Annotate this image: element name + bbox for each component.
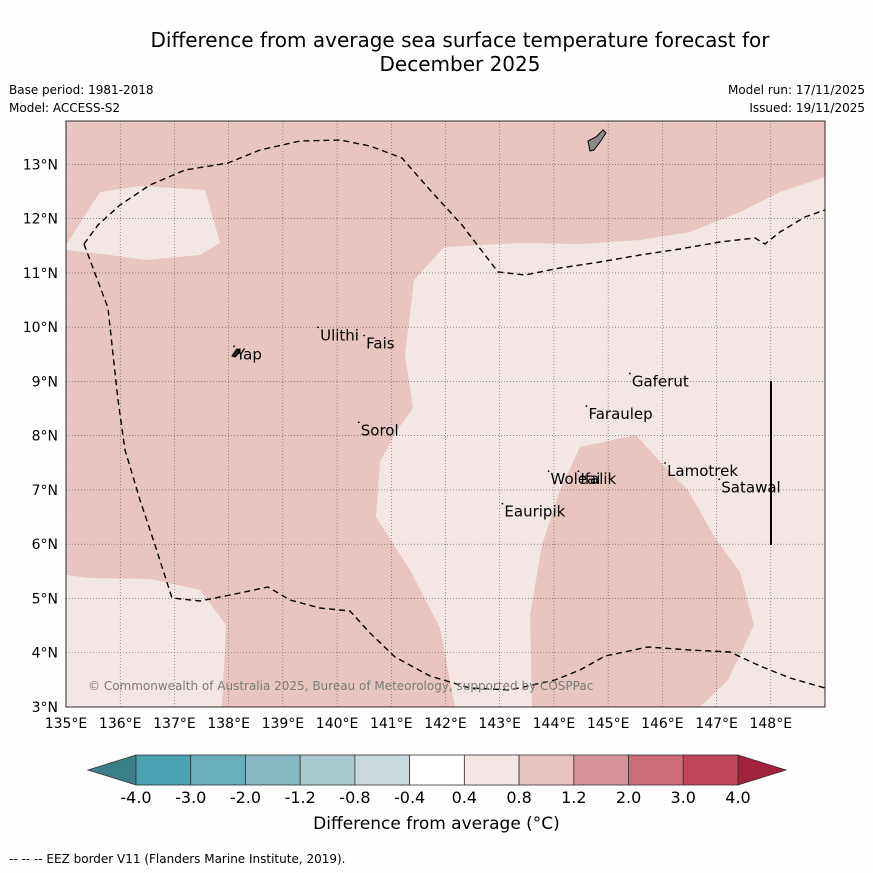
guam-land: [587, 129, 607, 152]
lat-tick-label: 6°N: [32, 537, 58, 553]
title-line-2: December 2025: [379, 52, 541, 76]
colorbar-tick-label: 0.4: [452, 788, 477, 807]
footnote: -- -- -- EEZ border V11 (Flanders Marine…: [9, 852, 346, 866]
island-marker: [233, 345, 235, 348]
island-marker: [357, 421, 360, 424]
lon-tick-label: 136°E: [99, 716, 142, 732]
lat-tick-label: 3°N: [32, 700, 58, 716]
island-label-ulithi: Ulithi: [320, 326, 359, 344]
colorbar: -4.0 -3.0 -2.0 -1.2 -0.8 -0.4 0.4 0.8 1.2 2.0 3.0 4…: [86, 754, 788, 807]
colorbar-swatch: [135, 754, 192, 786]
latitude-labels: 3°N 4°N 5°N 6°N 7°N 8°N 9°N 10°N 11°N 12°N 13°N: [23, 157, 58, 716]
longitude-labels: 135°E 136°E 137°E 138°E 139°E 140°E 141°E 142°E…: [45, 716, 792, 732]
eez-border-line: [83, 243, 825, 691]
meta-left: Base period: 1981-2018 Model: ACCESS-S2: [9, 81, 154, 117]
lon-tick-label: 138°E: [207, 716, 250, 732]
copyright-text: © Commonwealth of Australia 2025, Bureau…: [88, 679, 593, 693]
model-name: Model: ACCESS-S2: [9, 101, 121, 115]
island-label-ifalik: Ifalik: [580, 470, 616, 488]
island-marker: [585, 405, 588, 407]
island-label-faraulep: Faraulep: [588, 405, 652, 423]
base-period: Base period: 1981-2018: [9, 83, 154, 97]
lat-tick-label: 8°N: [32, 429, 58, 445]
lon-tick-label: 139°E: [262, 716, 305, 732]
eez-border-line-north: [83, 139, 825, 276]
colorbar-swatch: [628, 754, 684, 786]
field-light-region-southwest: [66, 575, 226, 707]
island-marker: [577, 470, 580, 473]
model-run: Model run: 17/11/2025: [727, 83, 865, 97]
island-label-woleai: Woleai: [551, 470, 601, 488]
colorbar-swatch: [245, 754, 301, 786]
map-frame: [65, 120, 826, 708]
issued-date: Issued: 19/11/2025: [749, 101, 865, 115]
lon-tick-label: 140°E: [316, 716, 359, 732]
colorbar-tick-label: 1.2: [561, 788, 586, 807]
colorbar-swatch: [573, 754, 629, 786]
island-marker: [718, 478, 721, 481]
island-label-eauripik: Eauripik: [504, 503, 565, 521]
colorbar-swatch: [354, 754, 411, 786]
colorbar-tick-label: -1.2: [285, 788, 316, 807]
colorbar-swatch: [190, 754, 246, 786]
lon-tick-label: 137°E: [153, 716, 196, 732]
field-warm-region-east: [530, 435, 754, 707]
lon-tick-label: 147°E: [695, 716, 738, 732]
colorbar-tick-label: -3.0: [175, 788, 206, 807]
lon-tick-label: 145°E: [587, 716, 630, 732]
island-marker: [628, 372, 631, 375]
island-marker: [317, 326, 319, 329]
colorbar-swatch: [299, 754, 356, 786]
meta-right: Model run: 17/11/2025 Issued: 19/11/2025: [728, 81, 865, 117]
island-label-sorol: Sorol: [361, 421, 399, 439]
colorbar-swatch: [682, 754, 739, 786]
island-label-lamotrek: Lamotrek: [667, 462, 738, 480]
island-marker: [363, 334, 366, 337]
lon-tick-label: 146°E: [641, 716, 684, 732]
lat-tick-label: 12°N: [23, 212, 58, 228]
lat-tick-label: 9°N: [32, 374, 58, 390]
lon-tick-label: 141°E: [370, 716, 413, 732]
yap-land: [231, 348, 241, 358]
lat-tick-label: 13°N: [23, 157, 58, 173]
colorbar-label: Difference from average (°C): [313, 814, 560, 834]
gridlines: [65, 121, 825, 708]
lon-tick-label: 148°E: [749, 716, 792, 732]
lon-tick-label: 144°E: [533, 716, 576, 732]
island-marker: [664, 462, 666, 464]
eez-border: [83, 139, 825, 691]
lat-tick-label: 10°N: [23, 320, 58, 336]
lat-tick-label: 4°N: [32, 646, 58, 662]
colorbar-tick-label: 4.0: [725, 788, 750, 807]
colorbar-tick-label: 0.8: [506, 788, 531, 807]
island-label-yap: Yap: [235, 345, 262, 363]
field-light-region-northwest: [66, 186, 220, 260]
lat-tick-label: 5°N: [32, 591, 58, 607]
map-title: Difference from average sea surface temp…: [60, 28, 860, 76]
title-line-1: Difference from average sea surface temp…: [150, 28, 770, 52]
lon-tick-label: 142°E: [424, 716, 467, 732]
lon-tick-label: 135°E: [45, 716, 88, 732]
colorbar-tick-label: -2.0: [230, 788, 261, 807]
colorbar-under-arrow: [86, 754, 137, 786]
colorbar-tick-label: 2.0: [616, 788, 641, 807]
island-label-fais: Fais: [366, 334, 395, 352]
colorbar-tick-label: 3.0: [671, 788, 696, 807]
colorbar-tick-label: -0.8: [339, 788, 370, 807]
island-marker: [547, 470, 550, 473]
island-labels: Yap Ulithi Fais Gaferut Faraulep Sorol Lamotre…: [233, 326, 781, 521]
colorbar-swatch: [409, 754, 465, 786]
colorbar-tick-label: -4.0: [120, 788, 151, 807]
lon-tick-label: 143°E: [478, 716, 521, 732]
colorbar-over-arrow: [737, 754, 788, 786]
island-marker: [501, 502, 504, 505]
island-label-satawal: Satawal: [721, 478, 780, 496]
island-label-gaferut: Gaferut: [632, 372, 689, 390]
colorbar-tick-label: -0.4: [394, 788, 425, 807]
colorbar-swatch: [518, 754, 575, 786]
lat-tick-label: 7°N: [32, 483, 58, 499]
lat-tick-label: 11°N: [23, 266, 58, 282]
colorbar-swatch: [463, 754, 520, 786]
